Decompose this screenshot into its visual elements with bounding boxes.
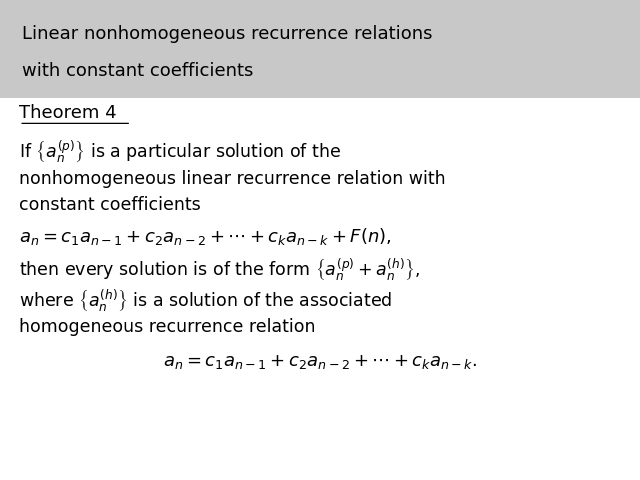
Text: If $\left\{a_n^{(p)}\right\}$ is a particular solution of the: If $\left\{a_n^{(p)}\right\}$ is a parti… xyxy=(19,138,342,164)
Text: then every solution is of the form $\left\{a_n^{(p)} + a_n^{(h)}\right\},$: then every solution is of the form $\lef… xyxy=(19,256,420,282)
Text: $a_n = c_1a_{n-1} + c_2a_{n-2} + \cdots + c_ka_{n-k}.$: $a_n = c_1a_{n-1} + c_2a_{n-2} + \cdots … xyxy=(163,353,477,372)
Text: Linear nonhomogeneous recurrence relations: Linear nonhomogeneous recurrence relatio… xyxy=(22,25,433,44)
Text: where $\left\{a_n^{(h)}\right\}$ is a solution of the associated: where $\left\{a_n^{(h)}\right\}$ is a so… xyxy=(19,287,392,313)
Text: nonhomogeneous linear recurrence relation with: nonhomogeneous linear recurrence relatio… xyxy=(19,169,446,188)
Text: homogeneous recurrence relation: homogeneous recurrence relation xyxy=(19,318,316,336)
Text: Theorem 4: Theorem 4 xyxy=(19,104,117,122)
Text: with constant coefficients: with constant coefficients xyxy=(22,62,254,80)
Text: constant coefficients: constant coefficients xyxy=(19,196,201,215)
Text: $a_n = c_1a_{n-1} + c_2a_{n-2} + \cdots + c_ka_{n-k} + F(n),$: $a_n = c_1a_{n-1} + c_2a_{n-2} + \cdots … xyxy=(19,226,392,247)
Bar xyxy=(0,0,640,98)
